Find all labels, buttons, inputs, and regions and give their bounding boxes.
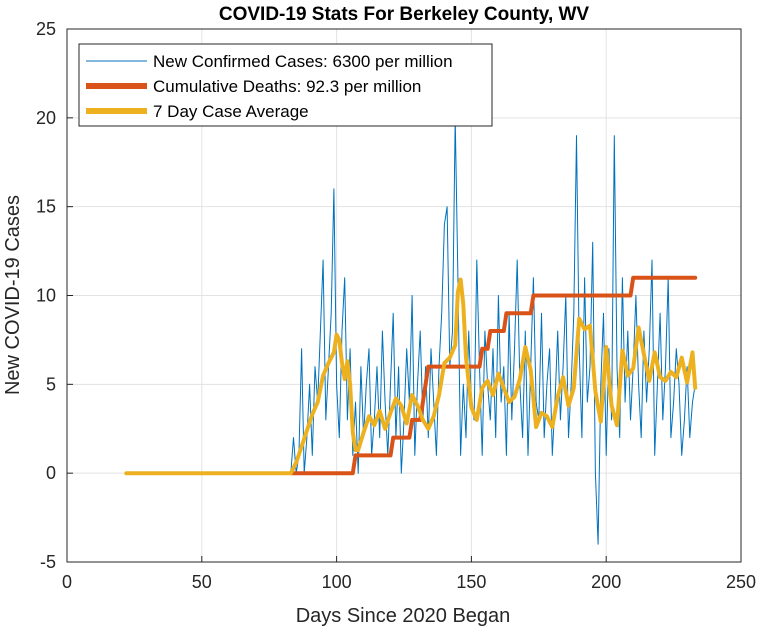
chart-title: COVID-19 Stats For Berkeley County, WV <box>219 4 590 25</box>
legend: New Confirmed Cases: 6300 per million Cum… <box>78 43 493 127</box>
x-axis-label: Days Since 2020 Began <box>296 605 511 627</box>
x-tick-label: 200 <box>591 572 621 592</box>
series-7-day-average-line <box>124 277 698 476</box>
x-tick-label: 0 <box>62 572 72 592</box>
x-ticks: 0 50 100 150 200 250 <box>62 556 756 592</box>
x-tick-label: 150 <box>456 572 486 592</box>
series-cumulative-deaths-line <box>288 275 698 476</box>
legend-box <box>78 43 493 127</box>
y-tick-label: 10 <box>36 286 56 306</box>
x-tick-label: 100 <box>322 572 352 592</box>
y-tick-label: 20 <box>36 108 56 128</box>
legend-entry-new-cases: New Confirmed Cases: 6300 per million <box>86 52 453 71</box>
x-tick-label: 250 <box>726 572 756 592</box>
y-axis-label: New COVID-19 Cases <box>2 195 24 395</box>
y-tick-label: 5 <box>46 374 56 394</box>
y-ticks: -5 0 5 10 15 20 25 <box>36 19 73 572</box>
y-tick-label: 0 <box>46 463 56 483</box>
legend-entry-cumulative-deaths: Cumulative Deaths: 92.3 per million <box>86 77 421 96</box>
y-tick-label: 15 <box>36 197 56 217</box>
y-tick-label: -5 <box>40 552 56 572</box>
x-tick-label: 50 <box>192 572 212 592</box>
series-layer <box>124 117 698 545</box>
legend-entry-7-day-average: 7 Day Case Average <box>86 102 309 121</box>
y-tick-label: 25 <box>36 19 56 39</box>
legend-label: Cumulative Deaths: 92.3 per million <box>153 77 421 96</box>
series-new-cases-line <box>125 117 696 545</box>
legend-label: New Confirmed Cases: 6300 per million <box>153 52 453 71</box>
legend-label: 7 Day Case Average <box>153 102 309 121</box>
